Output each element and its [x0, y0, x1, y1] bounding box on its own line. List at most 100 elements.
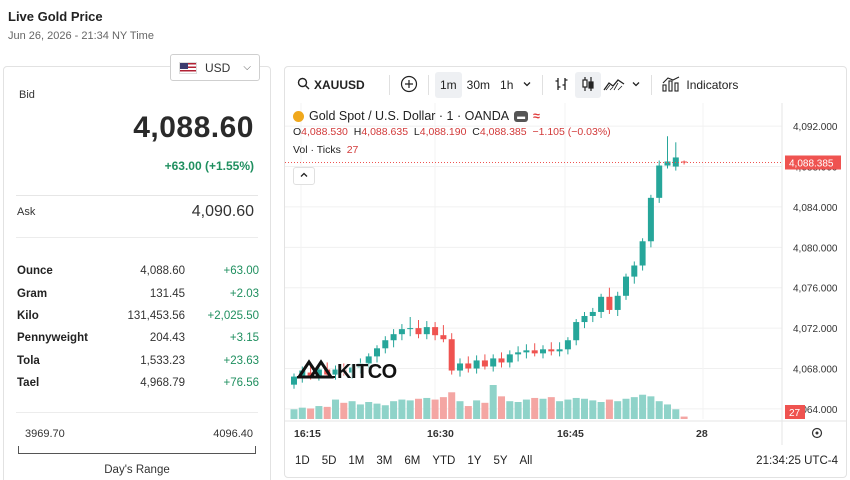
- unit-change: +3.15: [229, 332, 259, 345]
- low-value: 4,088.190: [419, 126, 467, 138]
- toolbar-separator: [428, 75, 429, 95]
- legend-toggle-button[interactable]: [293, 167, 315, 185]
- symbol-search[interactable]: XAUUSD: [293, 72, 383, 98]
- wave-icon: ≈: [533, 109, 540, 123]
- range-6m[interactable]: 6M: [404, 454, 421, 467]
- volume-bar: [605, 399, 613, 419]
- volume-bar: [381, 405, 389, 419]
- range-all[interactable]: All: [519, 454, 533, 467]
- volume-bar: [464, 406, 472, 419]
- volume-bar: [489, 385, 497, 419]
- chart-clock: 21:34:25 UTC-4: [756, 454, 838, 467]
- candle-body: [365, 356, 372, 364]
- volume-bar: [639, 394, 647, 419]
- range-1m[interactable]: 1M: [348, 454, 365, 467]
- candle-body: [672, 157, 679, 167]
- page-timestamp: Jun 26, 2026 - 21:34 NY Time: [8, 30, 154, 42]
- unit-price: 1,533.23: [140, 354, 185, 367]
- candle-body: [374, 348, 380, 357]
- chart-type-dropdown[interactable]: [627, 72, 645, 98]
- divider: [16, 412, 258, 413]
- unit-change: +23.63: [223, 354, 260, 367]
- volume-bar: [572, 397, 580, 419]
- candle-body: [614, 295, 621, 310]
- volume-bar: [655, 401, 663, 419]
- volume-bar: [622, 398, 630, 419]
- candle-body: [407, 328, 414, 330]
- range-5y[interactable]: 5Y: [493, 454, 508, 467]
- currency-select[interactable]: USD ⌵: [170, 54, 260, 81]
- toolbar-separator: [389, 75, 390, 95]
- candle-body: [664, 161, 671, 166]
- y-tick-label: 4,076.000: [793, 284, 838, 295]
- table-row: Ounce 4,088.60 +63.00: [17, 260, 259, 282]
- interval-dropdown[interactable]: [518, 72, 536, 98]
- gear-icon[interactable]: [811, 427, 823, 439]
- last-price-label: 4,088.385: [789, 159, 834, 170]
- candle-body: [573, 322, 580, 341]
- table-row: Tola 1,533.23 +23.63: [17, 350, 259, 372]
- us-flag-icon: [179, 61, 197, 74]
- x-tick-label: 16:30: [427, 428, 454, 440]
- range-1y[interactable]: 1Y: [467, 454, 482, 467]
- compare-button[interactable]: [396, 72, 422, 98]
- volume-bar: [672, 409, 680, 419]
- unit-price-table: Ounce 4,088.60 +63.00 Gram 131.45 +2.03 …: [17, 260, 259, 394]
- interval-1m[interactable]: 1m: [435, 72, 462, 98]
- volume-bar: [398, 399, 406, 419]
- bid-change: +63.00 (+1.55%): [164, 159, 254, 173]
- candle-body: [349, 367, 356, 373]
- range-ytd[interactable]: YTD: [432, 454, 456, 467]
- candle-chart-type-button[interactable]: [575, 72, 602, 98]
- candle-body: [465, 363, 472, 369]
- interval-30m[interactable]: 30m: [466, 78, 491, 92]
- candle-body: [357, 363, 364, 368]
- interval-1h[interactable]: 1h: [500, 78, 514, 92]
- candle-body: [515, 352, 522, 355]
- candle-body: [390, 334, 397, 341]
- volume-legend: Vol · Ticks 27: [293, 144, 611, 156]
- range-3m[interactable]: 3M: [376, 454, 393, 467]
- unit-change: +2.03: [229, 287, 259, 300]
- range-1d[interactable]: 1D: [295, 454, 310, 467]
- table-row: Tael 4,968.79 +76.56: [17, 372, 259, 394]
- candle-body: [631, 265, 638, 277]
- chart-toolbar: XAUUSD 1m 30m 1h: [285, 67, 846, 103]
- last-volume-label: 27: [789, 408, 801, 419]
- volume-bar: [597, 402, 605, 419]
- volume-bar: [373, 403, 381, 419]
- candle-body: [656, 165, 663, 198]
- x-tick-label: 16:45: [557, 428, 584, 440]
- candle-body: [382, 340, 389, 349]
- bid-price: 4,088.60: [133, 111, 254, 144]
- candle-body: [598, 296, 605, 312]
- table-row: Pennyweight 204.43 +3.15: [17, 327, 259, 349]
- bar-chart-type-button[interactable]: [549, 72, 575, 98]
- candle-body: [440, 335, 447, 340]
- volume-bar: [365, 402, 373, 419]
- volume-bar: [630, 397, 638, 419]
- candle-body: [506, 354, 513, 363]
- volume-bar: [564, 399, 572, 419]
- table-row: Gram 131.45 +2.03: [17, 282, 259, 304]
- candle-body: [332, 369, 339, 375]
- volume-bar: [390, 401, 398, 419]
- volume-bar: [473, 400, 481, 419]
- close-value: 4,088.385: [479, 126, 527, 138]
- price-chart[interactable]: 4,092.0004,088.0004,084.0004,080.0004,07…: [285, 103, 847, 445]
- area-chart-type-button[interactable]: [601, 72, 627, 98]
- candle-body: [564, 340, 571, 350]
- candle-body: [647, 197, 654, 242]
- volume-bar: [531, 397, 539, 419]
- range-5d[interactable]: 5D: [321, 454, 337, 467]
- table-row: Kilo 131,453.56 +2,025.50: [17, 305, 259, 327]
- indicators-button[interactable]: Indicators: [658, 72, 742, 98]
- volume-bar: [647, 396, 655, 419]
- unit-price: 204.43: [149, 332, 185, 345]
- change-value: −1.105 (−0.03%): [532, 126, 611, 138]
- unit-name: Ounce: [17, 265, 53, 278]
- y-tick-label: 4,068.000: [793, 365, 838, 376]
- kitco-watermark: KITCO: [296, 359, 397, 385]
- legend-collapse-pill[interactable]: ▬: [514, 110, 529, 122]
- volume-bar: [547, 397, 555, 419]
